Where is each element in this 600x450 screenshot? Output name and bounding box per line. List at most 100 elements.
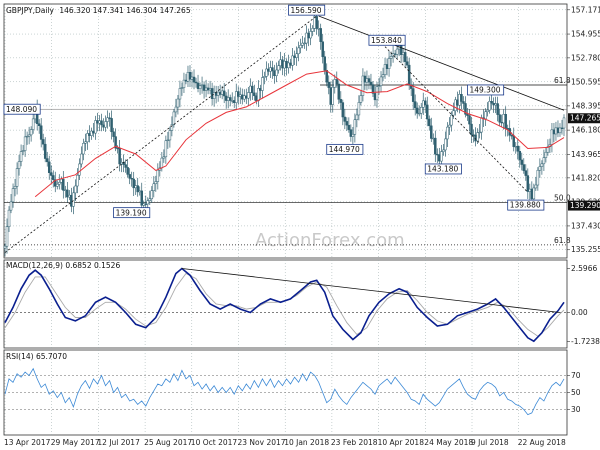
candle bbox=[140, 182, 143, 212]
candle bbox=[450, 111, 453, 132]
candle bbox=[37, 119, 41, 134]
candle bbox=[516, 138, 520, 160]
current-price-label: 139.290 bbox=[568, 200, 600, 211]
candle bbox=[192, 69, 196, 90]
candle bbox=[263, 71, 266, 85]
macd-y-tick-label: 0.00 bbox=[571, 308, 588, 317]
rsi-y-tick-label: 70 bbox=[571, 371, 581, 380]
candle bbox=[413, 94, 417, 116]
candle bbox=[128, 168, 131, 185]
x-tick-label: 10 Apr 2018 bbox=[378, 438, 425, 447]
candle bbox=[188, 65, 192, 87]
candle bbox=[251, 81, 254, 100]
candle bbox=[261, 69, 264, 99]
candle bbox=[387, 50, 391, 77]
x-tick-label: 9 Jul 2018 bbox=[471, 438, 509, 447]
candle bbox=[496, 96, 499, 122]
candle bbox=[498, 108, 501, 127]
candle bbox=[428, 115, 431, 131]
candle bbox=[136, 177, 139, 197]
candle bbox=[247, 86, 250, 106]
fib-level-label: 61.8 bbox=[554, 236, 571, 245]
svg-text:147.265: 147.265 bbox=[570, 114, 600, 123]
x-tick-label: 25 Aug 2017 bbox=[144, 438, 192, 447]
candle bbox=[265, 61, 268, 81]
candle bbox=[415, 102, 419, 119]
candle bbox=[21, 144, 25, 156]
candle bbox=[323, 50, 326, 75]
price-label: 144.970 bbox=[326, 143, 364, 155]
svg-text:139.190: 139.190 bbox=[116, 208, 147, 217]
macd-line bbox=[4, 267, 565, 343]
watermark: ActionForex.com bbox=[255, 230, 405, 251]
candle bbox=[291, 48, 294, 71]
candle bbox=[84, 133, 87, 152]
candle bbox=[112, 127, 115, 143]
candle bbox=[558, 123, 562, 137]
svg-text:139.880: 139.880 bbox=[510, 201, 541, 210]
candle bbox=[303, 37, 306, 49]
candle bbox=[309, 23, 312, 46]
candle bbox=[343, 108, 347, 130]
candle bbox=[468, 109, 471, 132]
candle bbox=[359, 90, 363, 106]
candle bbox=[522, 158, 526, 174]
candle bbox=[76, 168, 79, 194]
candle bbox=[375, 81, 379, 108]
candle bbox=[486, 102, 489, 117]
candle bbox=[538, 158, 542, 178]
candle bbox=[460, 86, 463, 110]
price-label: 139.880 bbox=[507, 199, 545, 211]
candle bbox=[106, 110, 109, 129]
candle bbox=[417, 105, 421, 117]
fib-level-label: 61.8 bbox=[554, 76, 571, 85]
candle bbox=[45, 151, 49, 167]
candle bbox=[150, 186, 154, 203]
candle bbox=[349, 124, 353, 142]
x-tick-label: 10 Oct 2017 bbox=[191, 438, 238, 447]
candle bbox=[562, 114, 566, 137]
candle bbox=[114, 128, 117, 152]
candle bbox=[15, 162, 19, 195]
candle bbox=[168, 126, 172, 148]
candle bbox=[327, 75, 330, 95]
svg-text:153.840: 153.840 bbox=[371, 36, 402, 45]
candle bbox=[411, 82, 415, 110]
candle bbox=[405, 56, 409, 69]
candle bbox=[23, 129, 27, 157]
candle bbox=[419, 102, 423, 119]
macd-y-tick-label: -1.7238 bbox=[571, 337, 600, 346]
x-tick-label: 10 Jan 2018 bbox=[284, 438, 329, 447]
candle bbox=[369, 73, 373, 90]
candle bbox=[17, 154, 21, 176]
candle bbox=[544, 147, 548, 163]
candle bbox=[198, 82, 202, 95]
candle bbox=[337, 80, 341, 105]
candle bbox=[166, 132, 170, 149]
candle bbox=[11, 183, 15, 208]
candle bbox=[176, 94, 180, 115]
candle bbox=[351, 126, 355, 144]
price-panel bbox=[3, 3, 568, 259]
candle bbox=[39, 118, 43, 148]
candle bbox=[74, 179, 77, 202]
candle bbox=[478, 123, 481, 139]
x-tick-label: 13 Apr 2017 bbox=[4, 438, 51, 447]
candle bbox=[484, 108, 487, 126]
candle bbox=[297, 41, 300, 62]
macd-y-tick-label: 2.5966 bbox=[571, 264, 597, 273]
y-tick-label: 146.180 bbox=[571, 126, 600, 135]
candle bbox=[94, 115, 97, 140]
candle bbox=[178, 80, 182, 108]
candle bbox=[357, 95, 361, 121]
ohlc-values: 146.320 147.341 146.304 147.265 bbox=[59, 6, 190, 15]
y-tick-label: 137.430 bbox=[571, 221, 600, 230]
candle bbox=[434, 130, 437, 163]
y-tick-label: 152.780 bbox=[571, 53, 600, 62]
price-label: 143.180 bbox=[424, 163, 462, 175]
candle bbox=[536, 167, 540, 191]
candle bbox=[19, 144, 23, 167]
candle bbox=[540, 160, 544, 175]
candle bbox=[488, 96, 491, 114]
candle bbox=[341, 99, 345, 126]
